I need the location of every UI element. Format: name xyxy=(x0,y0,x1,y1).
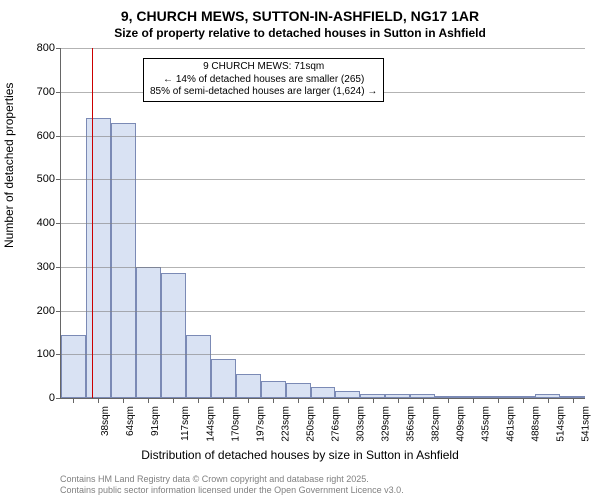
annotation-line-2: ← 14% of detached houses are smaller (26… xyxy=(150,74,377,87)
x-tick-mark xyxy=(148,398,149,403)
x-tick-label: 144sqm xyxy=(206,406,217,442)
x-tick-mark xyxy=(573,398,574,403)
y-tick-mark xyxy=(56,398,61,399)
x-tick-mark xyxy=(323,398,324,403)
x-tick-label: 64sqm xyxy=(125,406,136,436)
x-tick-mark xyxy=(523,398,524,403)
plot-area: 9 CHURCH MEWS: 71sqm ← 14% of detached h… xyxy=(60,48,585,399)
gridline xyxy=(61,311,585,312)
gridline xyxy=(61,354,585,355)
histogram-bar xyxy=(211,359,236,398)
y-tick-mark xyxy=(56,311,61,312)
histogram-bar xyxy=(61,335,86,398)
gridline xyxy=(61,136,585,137)
gridline xyxy=(61,223,585,224)
x-tick-mark xyxy=(223,398,224,403)
y-tick-label: 100 xyxy=(15,348,55,360)
footer-attribution: Contains HM Land Registry data © Crown c… xyxy=(60,474,404,496)
x-tick-mark xyxy=(348,398,349,403)
annotation-line-3: 85% of semi-detached houses are larger (… xyxy=(150,86,377,99)
y-tick-mark xyxy=(56,48,61,49)
gridline xyxy=(61,179,585,180)
x-tick-mark xyxy=(498,398,499,403)
x-tick-label: 223sqm xyxy=(281,406,292,442)
y-tick-mark xyxy=(56,179,61,180)
y-tick-label: 800 xyxy=(15,42,55,54)
x-tick-label: 514sqm xyxy=(555,406,566,442)
y-tick-label: 0 xyxy=(15,392,55,404)
x-tick-label: 197sqm xyxy=(256,406,267,442)
y-tick-mark xyxy=(56,223,61,224)
x-tick-mark xyxy=(423,398,424,403)
x-tick-label: 117sqm xyxy=(180,406,191,441)
x-tick-label: 91sqm xyxy=(150,406,161,436)
y-tick-label: 400 xyxy=(15,217,55,229)
histogram-bar xyxy=(311,387,336,398)
x-axis-label: Distribution of detached houses by size … xyxy=(0,448,600,462)
x-tick-mark xyxy=(273,398,274,403)
x-tick-mark xyxy=(73,398,74,403)
y-tick-label: 500 xyxy=(15,173,55,185)
x-tick-label: 329sqm xyxy=(381,406,392,442)
histogram-bar xyxy=(136,267,161,398)
histogram-bar xyxy=(186,335,211,398)
x-tick-mark xyxy=(248,398,249,403)
reference-marker-line xyxy=(92,48,93,398)
x-tick-mark xyxy=(173,398,174,403)
y-tick-label: 300 xyxy=(15,261,55,273)
x-tick-mark xyxy=(448,398,449,403)
y-tick-label: 200 xyxy=(15,305,55,317)
x-tick-mark xyxy=(98,398,99,403)
x-tick-mark xyxy=(123,398,124,403)
histogram-bar xyxy=(161,273,186,398)
y-axis-label: Number of detached properties xyxy=(2,83,16,248)
x-tick-mark xyxy=(198,398,199,403)
x-tick-mark xyxy=(473,398,474,403)
x-tick-mark xyxy=(398,398,399,403)
gridline xyxy=(61,48,585,49)
x-tick-label: 541sqm xyxy=(580,406,591,442)
gridline xyxy=(61,267,585,268)
x-tick-label: 250sqm xyxy=(306,406,317,442)
x-tick-label: 461sqm xyxy=(505,406,516,442)
x-tick-mark xyxy=(298,398,299,403)
y-tick-mark xyxy=(56,136,61,137)
x-tick-label: 356sqm xyxy=(405,406,416,442)
x-tick-label: 276sqm xyxy=(331,406,342,442)
x-tick-label: 435sqm xyxy=(480,406,491,442)
x-tick-mark xyxy=(373,398,374,403)
histogram-bar xyxy=(236,374,261,398)
y-tick-mark xyxy=(56,92,61,93)
chart-title: 9, CHURCH MEWS, SUTTON-IN-ASHFIELD, NG17… xyxy=(0,8,600,24)
histogram-bar xyxy=(261,381,286,399)
histogram-bar xyxy=(111,123,136,398)
annotation-line-1: 9 CHURCH MEWS: 71sqm xyxy=(150,61,377,74)
footer-line-1: Contains HM Land Registry data © Crown c… xyxy=(60,474,404,485)
x-tick-mark xyxy=(548,398,549,403)
histogram-bar xyxy=(286,383,311,398)
annotation-box: 9 CHURCH MEWS: 71sqm ← 14% of detached h… xyxy=(143,58,384,102)
chart-subtitle: Size of property relative to detached ho… xyxy=(0,26,600,40)
x-tick-label: 170sqm xyxy=(231,406,242,442)
footer-line-2: Contains public sector information licen… xyxy=(60,485,404,496)
x-tick-label: 488sqm xyxy=(530,406,541,442)
histogram-chart: 9, CHURCH MEWS, SUTTON-IN-ASHFIELD, NG17… xyxy=(0,0,600,500)
x-tick-label: 303sqm xyxy=(356,406,367,442)
x-tick-label: 38sqm xyxy=(100,406,111,436)
histogram-bar xyxy=(86,118,111,398)
y-tick-mark xyxy=(56,354,61,355)
y-tick-label: 600 xyxy=(15,130,55,142)
y-tick-mark xyxy=(56,267,61,268)
x-tick-label: 382sqm xyxy=(430,406,441,442)
y-tick-label: 700 xyxy=(15,86,55,98)
x-tick-label: 409sqm xyxy=(455,406,466,442)
